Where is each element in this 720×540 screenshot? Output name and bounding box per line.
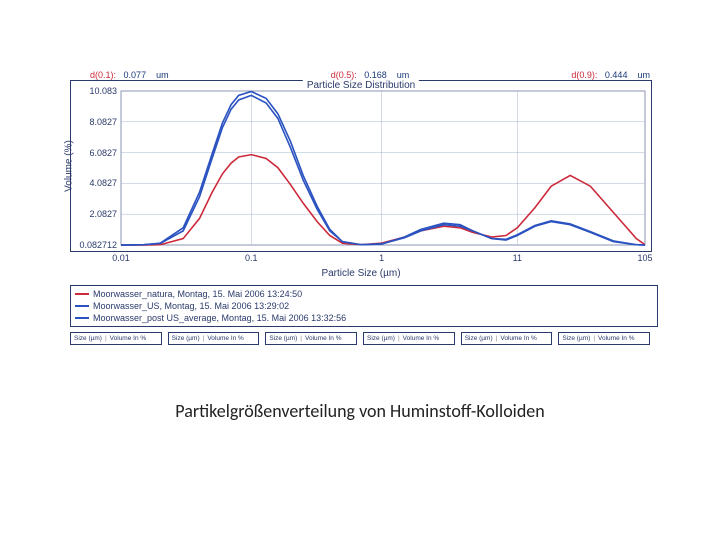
ytick-label: 4.0827 xyxy=(89,178,117,188)
tab-left: Size (µm) xyxy=(562,335,590,342)
d05-stat: d(0.5): 0.168 um xyxy=(311,60,410,76)
tab-sep: | xyxy=(398,335,400,342)
legend-row: Moorwasser_US, Montag, 15. Mai 2006 13:2… xyxy=(75,300,653,312)
legend-swatch xyxy=(75,293,89,295)
result-tab[interactable]: Size (µm)|Volume In % xyxy=(363,332,455,345)
d01-unit: um xyxy=(156,70,169,80)
d09-value: 0.444 xyxy=(605,70,628,80)
tabs-row: Size (µm)|Volume In %Size (µm)|Volume In… xyxy=(70,332,650,345)
ytick-label: 0.082712 xyxy=(79,240,117,250)
tab-left: Size (µm) xyxy=(465,335,493,342)
tab-sep: | xyxy=(496,335,498,342)
ytick-label: 2.0827 xyxy=(89,209,117,219)
d09-label: d(0.9): xyxy=(571,70,597,80)
result-tab[interactable]: Size (µm)|Volume In % xyxy=(461,332,553,345)
d01-label: d(0.1): xyxy=(90,70,116,80)
tab-sep: | xyxy=(203,335,205,342)
xtick-label: 1 xyxy=(379,253,384,263)
tab-right: Volume In % xyxy=(110,335,147,342)
tab-left: Size (µm) xyxy=(269,335,297,342)
d05-label: d(0.5): xyxy=(331,70,357,80)
tab-sep: | xyxy=(593,335,595,342)
tab-right: Volume In % xyxy=(500,335,537,342)
tab-right: Volume In % xyxy=(403,335,440,342)
legend-box: Moorwasser_natura, Montag, 15. Mai 2006 … xyxy=(70,285,658,327)
ytick-label: 6.0827 xyxy=(89,148,117,158)
x-axis-label: Particle Size (µm) xyxy=(321,268,400,279)
legend-swatch xyxy=(75,317,89,319)
d09-unit: um xyxy=(637,70,650,80)
chart-area: d(0.1): 0.077 um d(0.5): 0.168 um d(0.9)… xyxy=(70,60,650,360)
xtick-label: 0.1 xyxy=(245,253,258,263)
tab-sep: | xyxy=(105,335,107,342)
d09-stat: d(0.9): 0.444 um xyxy=(551,60,650,76)
result-tab[interactable]: Size (µm)|Volume In % xyxy=(558,332,650,345)
legend-row: Moorwasser_natura, Montag, 15. Mai 2006 … xyxy=(75,288,653,300)
plot-svg xyxy=(71,81,651,251)
legend-label: Moorwasser_US, Montag, 15. Mai 2006 13:2… xyxy=(93,300,289,312)
caption: Partikelgrößenverteilung von Huminstoff-… xyxy=(0,400,720,422)
xtick-label: 0.01 xyxy=(112,253,130,263)
d05-unit: um xyxy=(397,70,410,80)
slide: d(0.1): 0.077 um d(0.5): 0.168 um d(0.9)… xyxy=(0,0,720,540)
d01-stat: d(0.1): 0.077 um xyxy=(70,60,169,76)
result-tab[interactable]: Size (µm)|Volume In % xyxy=(265,332,357,345)
d05-value: 0.168 xyxy=(364,70,387,80)
tab-sep: | xyxy=(300,335,302,342)
tab-left: Size (µm) xyxy=(367,335,395,342)
plot-box: Particle Size Distribution Volume (%) Pa… xyxy=(70,80,652,252)
tab-left: Size (µm) xyxy=(172,335,200,342)
tab-left: Size (µm) xyxy=(74,335,102,342)
d01-value: 0.077 xyxy=(124,70,147,80)
legend-label: Moorwasser_post US_average, Montag, 15. … xyxy=(93,312,346,324)
tab-right: Volume In % xyxy=(598,335,635,342)
xtick-label: 105 xyxy=(637,253,652,263)
dstats-row: d(0.1): 0.077 um d(0.5): 0.168 um d(0.9)… xyxy=(70,60,650,76)
result-tab[interactable]: Size (µm)|Volume In % xyxy=(168,332,260,345)
ytick-label: 8.0827 xyxy=(89,117,117,127)
result-tab[interactable]: Size (µm)|Volume In % xyxy=(70,332,162,345)
ytick-label: 10.083 xyxy=(89,86,117,96)
legend-row: Moorwasser_post US_average, Montag, 15. … xyxy=(75,312,653,324)
xtick-label: 11 xyxy=(513,253,522,263)
legend-label: Moorwasser_natura, Montag, 15. Mai 2006 … xyxy=(93,288,302,300)
tab-right: Volume In % xyxy=(207,335,244,342)
legend-swatch xyxy=(75,305,89,307)
tab-right: Volume In % xyxy=(305,335,342,342)
